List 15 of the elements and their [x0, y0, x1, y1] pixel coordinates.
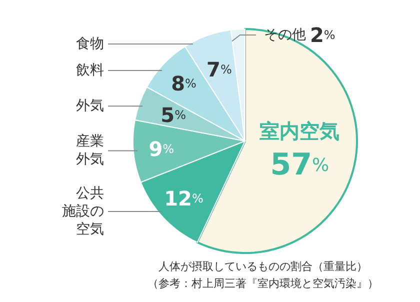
data-label: 12%	[164, 186, 204, 210]
text: 人体が摂取しているものの割合（重量比）	[158, 259, 368, 275]
slice-label: 食物	[76, 36, 104, 52]
data-label: 57%	[270, 148, 330, 183]
text: （参考：村上周三著『室内環境と空気汚染』）	[146, 276, 380, 292]
slice-label: 室内空気	[260, 119, 340, 144]
slice-label: 飲料	[76, 62, 104, 78]
slice-label: 公共施設の空気	[62, 186, 104, 238]
data-label: 8%	[171, 72, 196, 96]
data-label: 2%	[310, 23, 336, 47]
slice-label: 産業外気	[76, 134, 104, 168]
data-label: 5%	[160, 103, 186, 128]
data-label: 7%	[206, 57, 232, 82]
data-label: 9%	[148, 136, 174, 161]
slice-label: 外気	[76, 98, 104, 114]
